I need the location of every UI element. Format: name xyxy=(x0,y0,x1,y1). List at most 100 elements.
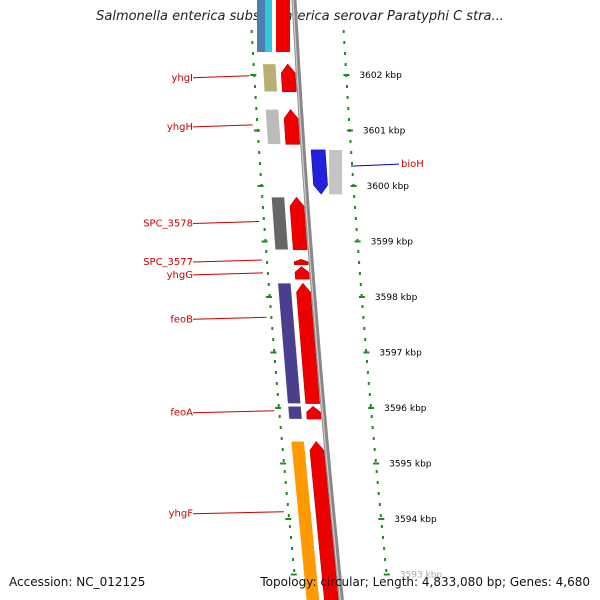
tick-dot xyxy=(346,85,348,88)
cog-box-feoB[interactable] xyxy=(277,282,301,404)
arrow-SPC_3578[interactable] xyxy=(289,196,308,251)
label-line-feoA xyxy=(192,410,275,414)
cog-box-yhgI[interactable] xyxy=(262,63,278,92)
gene-yhgI[interactable] xyxy=(262,63,297,92)
tick-dot xyxy=(359,283,362,286)
tick-dot xyxy=(279,426,282,429)
tick-dot xyxy=(355,228,358,231)
label-line-yhgG xyxy=(192,272,264,276)
tick-dot xyxy=(290,536,292,539)
map-title: Salmonella enterica subsp. enterica sero… xyxy=(96,9,504,24)
major-tick-left xyxy=(253,129,260,132)
backbone-line xyxy=(291,0,344,600)
tick-dot xyxy=(366,371,369,374)
major-tick-right xyxy=(358,296,365,298)
major-tick-left xyxy=(250,74,257,76)
label-line-yhgH xyxy=(192,124,253,128)
gene-features[interactable] xyxy=(262,63,343,600)
gene-yhgF[interactable] xyxy=(290,440,339,600)
cog-box-bioH[interactable] xyxy=(329,149,343,195)
tick-dot xyxy=(383,547,386,550)
tick-dot xyxy=(385,569,388,572)
arrow-yhgI[interactable] xyxy=(280,63,297,92)
tick-dot xyxy=(291,547,294,550)
tick-dot xyxy=(255,107,258,110)
gene-SPC_3578[interactable] xyxy=(271,196,308,251)
tick-dot xyxy=(343,41,346,44)
tick-label: 3598 kbp xyxy=(375,293,418,303)
tick-dot xyxy=(288,525,291,528)
tick-dot xyxy=(366,360,368,363)
arrow-SPC_3577[interactable] xyxy=(293,259,309,266)
arrow-yhgF[interactable] xyxy=(309,440,339,600)
tick-dot xyxy=(354,206,356,209)
gene-feoA[interactable] xyxy=(287,405,322,420)
gene-feoB[interactable] xyxy=(277,282,320,404)
tick-label: 3593 kbp xyxy=(400,571,443,581)
gene-yhgH[interactable] xyxy=(265,108,301,145)
major-tick-right xyxy=(383,573,390,576)
partial-gene-cog-a xyxy=(257,0,265,52)
cog-box-SPC_3578[interactable] xyxy=(271,196,289,251)
tick-dot xyxy=(358,272,361,275)
tick-dot xyxy=(266,261,269,264)
tick-dot xyxy=(364,338,367,341)
cog-box-yhgF[interactable] xyxy=(290,441,320,600)
gene-yhgG[interactable] xyxy=(294,266,310,280)
accession-text: Accession: NC_012125 xyxy=(9,575,146,589)
major-tick-left xyxy=(257,185,264,187)
cog-box-feoA[interactable] xyxy=(287,406,303,420)
major-tick-left xyxy=(270,351,277,354)
tick-label: 3596 kbp xyxy=(384,404,427,414)
arrow-feoA[interactable] xyxy=(306,405,322,420)
tick-dot xyxy=(365,349,368,352)
tick-dot xyxy=(262,217,265,220)
major-tick-right xyxy=(373,462,380,465)
label-line-SPC_3578 xyxy=(192,220,260,224)
gene-label-feoA: feoA xyxy=(170,408,193,419)
gene-bioH[interactable] xyxy=(310,149,343,195)
topology-text: Topology: circular; Length: 4,833,080 bp… xyxy=(260,575,590,589)
tick-dot xyxy=(361,305,364,308)
tick-dot xyxy=(349,140,352,143)
tick-dot xyxy=(287,514,290,517)
cog-box-yhgH[interactable] xyxy=(265,109,282,145)
arrow-yhgH[interactable] xyxy=(283,108,301,145)
tick-dot xyxy=(268,294,271,297)
partial-gene-arrow xyxy=(276,0,290,52)
tick-dot xyxy=(351,173,354,176)
tick-dot xyxy=(285,492,288,495)
tick-dot xyxy=(344,63,347,66)
tick-dot xyxy=(273,349,276,352)
gene-label-SPC_3577: SPC_3577 xyxy=(143,257,193,268)
tick-dot xyxy=(278,415,281,418)
genome-backbone xyxy=(291,0,344,600)
tick-label: 3597 kbp xyxy=(379,349,422,359)
tick-dot xyxy=(375,470,378,473)
tick-dot xyxy=(266,272,269,275)
tick-dot xyxy=(348,118,350,121)
tick-dot xyxy=(378,503,381,506)
tick-dot xyxy=(259,173,262,176)
tick-dot xyxy=(384,558,387,561)
gene-SPC_3577[interactable] xyxy=(293,259,309,266)
arrow-bioH[interactable] xyxy=(310,149,328,195)
tick-dot xyxy=(377,492,380,495)
tick-dot xyxy=(344,52,346,55)
scale-ticks: 3602 kbp 3601 kbp 3600 kbp 3599 kbp 3598 kbp… xyxy=(250,30,442,581)
tick-dot xyxy=(380,525,383,528)
tick-dot xyxy=(369,404,372,407)
arrow-feoB[interactable] xyxy=(296,282,320,404)
tick-dot xyxy=(252,52,254,55)
tick-dot xyxy=(374,459,377,462)
tick-dot xyxy=(257,140,260,143)
tick-dot xyxy=(293,569,296,572)
tick-label: 3595 kbp xyxy=(389,460,432,470)
tick-dot xyxy=(281,448,284,451)
tick-dot xyxy=(269,305,272,308)
tick-dot xyxy=(274,371,277,374)
tick-dot xyxy=(368,393,371,396)
tick-dot xyxy=(376,481,379,484)
arrow-yhgG[interactable] xyxy=(294,266,310,280)
